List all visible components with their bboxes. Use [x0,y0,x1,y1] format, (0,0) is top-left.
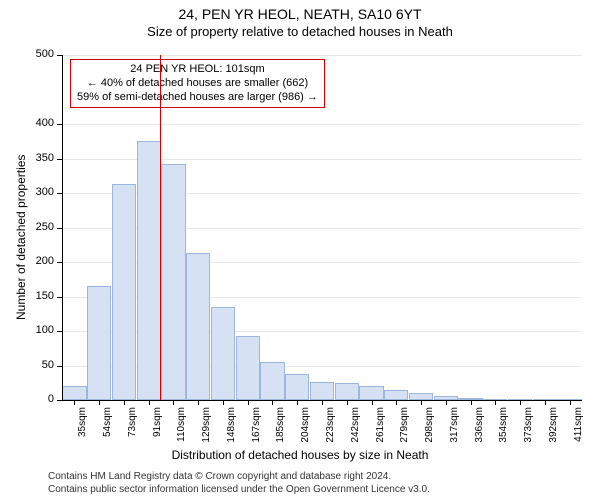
chart-title-line1: 24, PEN YR HEOL, NEATH, SA10 6YT [0,6,600,22]
x-tick-label: 298sqm [424,407,435,457]
y-tick-label: 250 [22,221,54,233]
footer-attribution: Contains HM Land Registry data © Crown c… [48,470,430,496]
histogram-bar [335,383,359,400]
x-tick-label: 354sqm [498,407,509,457]
annotation-line1: 24 PEN YR HEOL: 101sqm [77,63,318,77]
histogram-bar [384,390,408,400]
histogram-bar [285,374,309,400]
x-tick-label: 392sqm [548,407,559,457]
histogram-bar [161,164,185,400]
y-tick-label: 500 [22,48,54,60]
x-tick-label: 242sqm [350,407,361,457]
annotation-line3: 59% of semi-detached houses are larger (… [77,91,318,105]
x-axis-line [62,400,582,401]
y-tick-label: 100 [22,324,54,336]
histogram-bar [62,386,86,400]
property-annotation-box: 24 PEN YR HEOL: 101sqm ← 40% of detached… [70,59,325,108]
footer-line2: Contains public sector information licen… [48,483,430,496]
chart-container: { "titles": { "line1": "24, PEN YR HEOL,… [0,0,600,500]
chart-title-line2: Size of property relative to detached ho… [0,24,600,39]
y-axis-line [62,55,63,400]
x-tick-label: 148sqm [226,407,237,457]
x-tick-label: 185sqm [275,407,286,457]
x-tick-label: 73sqm [127,407,138,457]
y-tick-label: 50 [22,359,54,371]
x-tick-label: 35sqm [77,407,88,457]
histogram-bar [236,336,260,400]
gridline [62,124,582,125]
x-tick-label: 279sqm [399,407,410,457]
y-tick-label: 300 [22,186,54,198]
x-tick-label: 204sqm [300,407,311,457]
x-tick-label: 223sqm [325,407,336,457]
histogram-bar [260,362,284,400]
histogram-bar [211,307,235,400]
gridline [62,55,582,56]
x-tick-label: 336sqm [474,407,485,457]
histogram-bar [112,184,136,400]
histogram-bar [87,286,111,400]
histogram-bar [137,141,161,400]
x-tick-label: 411sqm [573,407,584,457]
x-tick-label: 54sqm [102,407,113,457]
y-tick-label: 200 [22,255,54,267]
x-tick-label: 317sqm [449,407,460,457]
histogram-bar [359,386,383,400]
histogram-bar [310,382,334,400]
histogram-bar [186,253,210,400]
x-tick-label: 167sqm [251,407,262,457]
x-tick-label: 261sqm [375,407,386,457]
y-tick-label: 350 [22,152,54,164]
x-tick-label: 91sqm [152,407,163,457]
y-tick-label: 150 [22,290,54,302]
annotation-line2: ← 40% of detached houses are smaller (66… [77,77,318,91]
x-tick-label: 373sqm [523,407,534,457]
property-marker-line [160,55,161,400]
y-tick-label: 400 [22,117,54,129]
x-tick-label: 129sqm [201,407,212,457]
x-tick-label: 110sqm [176,407,187,457]
footer-line1: Contains HM Land Registry data © Crown c… [48,470,430,483]
histogram-bar [409,393,433,400]
y-tick-label: 0 [22,393,54,405]
